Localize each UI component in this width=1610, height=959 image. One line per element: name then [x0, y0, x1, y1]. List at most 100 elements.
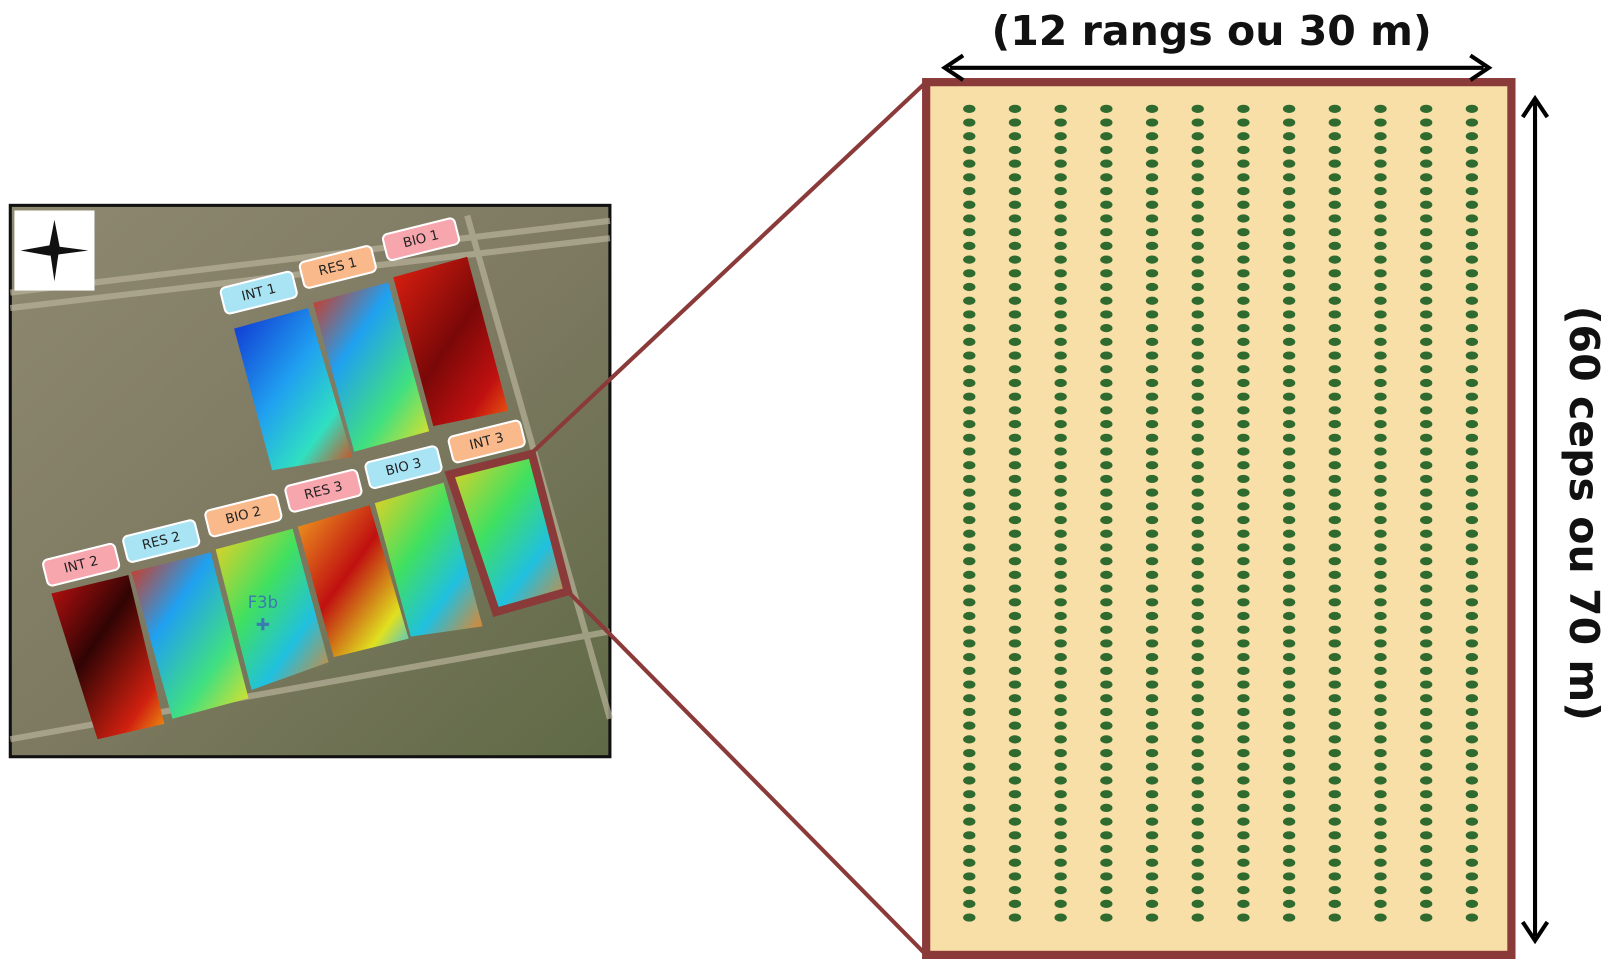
vine	[1237, 474, 1250, 484]
vine	[963, 324, 976, 333]
vine	[963, 762, 976, 771]
vine	[1191, 858, 1204, 867]
vine	[1008, 447, 1022, 456]
vine	[1465, 474, 1479, 484]
vine	[1328, 570, 1341, 579]
vine	[1008, 872, 1022, 881]
vine	[1328, 378, 1341, 388]
vine	[1054, 474, 1067, 484]
vine	[1328, 118, 1341, 127]
vine	[1237, 899, 1250, 908]
vine	[1145, 666, 1159, 675]
vine	[1191, 666, 1204, 675]
vine	[1191, 817, 1204, 826]
vine	[1282, 433, 1296, 442]
vine	[1282, 666, 1296, 675]
heatmap-plot	[313, 282, 430, 452]
vine	[1054, 803, 1067, 813]
vine	[1420, 694, 1433, 703]
vine	[1374, 474, 1387, 484]
vine	[963, 269, 976, 278]
vine	[1465, 502, 1479, 511]
vine	[1465, 132, 1479, 141]
marker-label: F3b	[248, 593, 278, 612]
vine	[1374, 337, 1387, 346]
vine	[1100, 913, 1113, 922]
vine	[1282, 378, 1296, 388]
vine	[1420, 543, 1433, 552]
vine	[1420, 186, 1433, 196]
vine	[1420, 515, 1433, 525]
vine	[963, 200, 976, 209]
vine	[1100, 433, 1113, 442]
vine	[1191, 351, 1204, 360]
vine	[1191, 392, 1204, 401]
vine	[1145, 324, 1159, 333]
vine	[1282, 228, 1296, 237]
vine	[1145, 803, 1159, 813]
vine	[1145, 529, 1159, 538]
vine	[1008, 721, 1022, 730]
vine	[1145, 707, 1159, 717]
vine	[963, 913, 976, 922]
vine	[1008, 159, 1022, 168]
vine	[1374, 598, 1387, 607]
vine	[1237, 886, 1250, 895]
vine	[1374, 831, 1387, 840]
vine	[1328, 324, 1341, 333]
vine	[1054, 337, 1067, 346]
vine	[1465, 419, 1479, 429]
vine	[1191, 378, 1204, 388]
vine	[1191, 844, 1204, 854]
vine	[1420, 611, 1433, 621]
vine	[1145, 790, 1159, 799]
vine	[1374, 817, 1387, 826]
vine	[963, 570, 976, 579]
vine	[1145, 762, 1159, 771]
vine	[1054, 735, 1067, 744]
vine	[1054, 365, 1067, 374]
vine	[1282, 831, 1296, 840]
vine	[1145, 351, 1159, 360]
vine	[1145, 365, 1159, 374]
vine	[1237, 173, 1250, 182]
vine	[1191, 241, 1204, 251]
vine	[1420, 653, 1433, 662]
vine	[1191, 748, 1204, 758]
vine	[1465, 186, 1479, 196]
vine	[1282, 817, 1296, 826]
vine	[1145, 858, 1159, 867]
vine	[1328, 337, 1341, 346]
vine	[1465, 406, 1479, 415]
vine	[1328, 132, 1341, 141]
vine	[1008, 365, 1022, 374]
vine	[1145, 474, 1159, 484]
vine	[963, 173, 976, 182]
vine	[1100, 310, 1113, 319]
vine	[1420, 557, 1433, 566]
vine	[1328, 228, 1341, 237]
vine	[963, 447, 976, 456]
vine	[963, 351, 976, 360]
vine	[1465, 557, 1479, 566]
vine	[1237, 776, 1250, 785]
vine	[1237, 269, 1250, 278]
vine	[1100, 282, 1113, 292]
vine	[1237, 598, 1250, 607]
vine	[1191, 570, 1204, 579]
vine	[1191, 447, 1204, 456]
vine	[1237, 337, 1250, 346]
vine	[1054, 625, 1067, 634]
vine	[1465, 173, 1479, 182]
vine	[1100, 680, 1113, 689]
vine	[1465, 351, 1479, 360]
vine	[1465, 707, 1479, 717]
vine	[1145, 118, 1159, 127]
vine	[1054, 817, 1067, 826]
vine	[1008, 269, 1022, 278]
vine	[1008, 351, 1022, 360]
vine	[1237, 214, 1250, 223]
vine	[1145, 461, 1159, 470]
vine	[1374, 543, 1387, 552]
vine	[1374, 351, 1387, 360]
